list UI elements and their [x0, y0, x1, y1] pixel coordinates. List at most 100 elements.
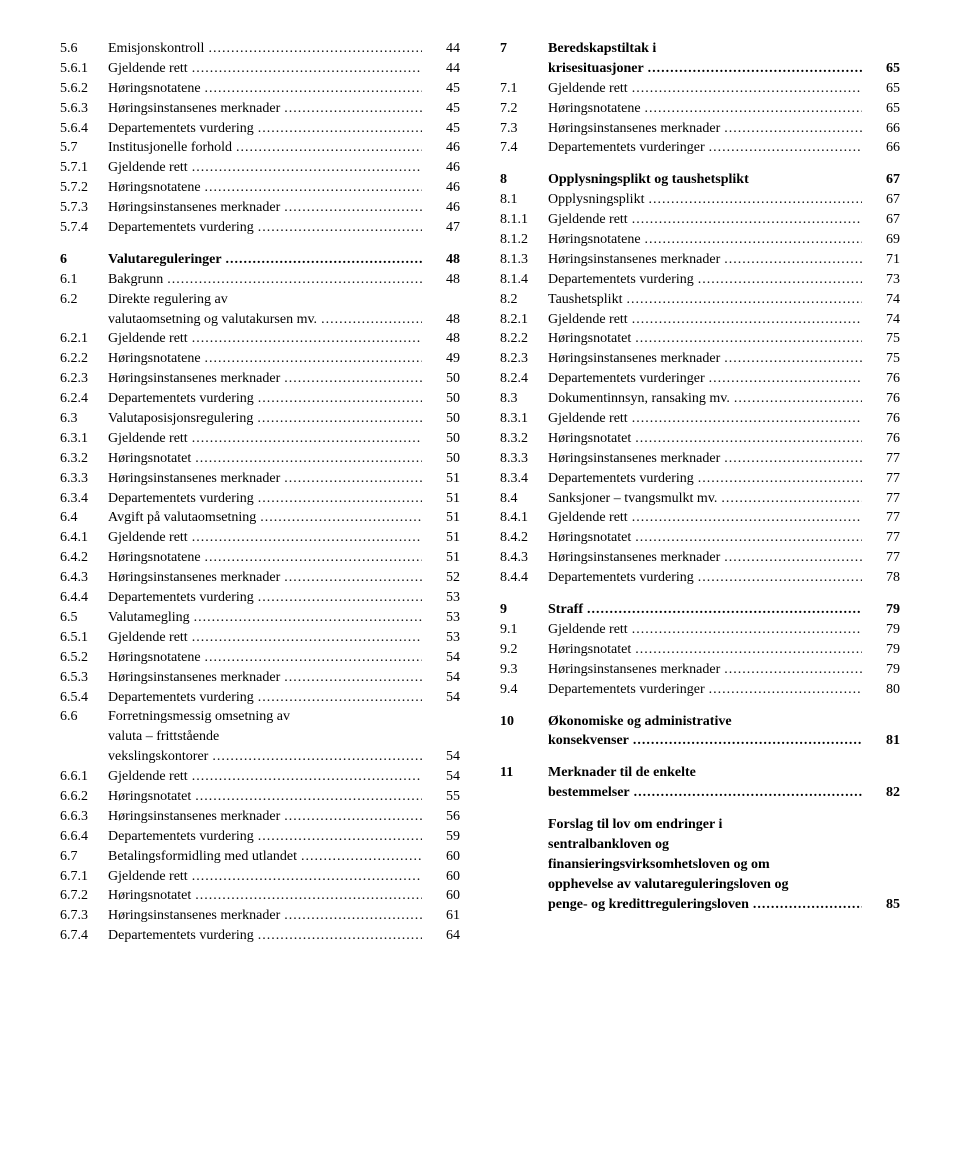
toc-number: 6.4.3 — [60, 569, 108, 588]
toc-number: 6.5.4 — [60, 689, 108, 708]
toc-label: Departementets vurdering — [108, 219, 422, 238]
toc-columns: 5.6Emisjonskontroll445.6.1Gjeldende rett… — [60, 40, 900, 947]
toc-label: Beredskapstiltak i — [548, 40, 862, 59]
toc-label: Betalingsformidling med utlandet — [108, 848, 422, 867]
toc-row: 5.7.1Gjeldende rett46 — [60, 159, 460, 178]
toc-row: 6.6Forretningsmessig omsetning av — [60, 708, 460, 727]
toc-page: 53 — [422, 629, 460, 648]
toc-row: 5.6.2Høringsnotatene45 — [60, 80, 460, 99]
toc-row: 5.7.2Høringsnotatene46 — [60, 179, 460, 198]
toc-number: 7.4 — [500, 139, 548, 158]
toc-page: 60 — [422, 848, 460, 867]
toc-number: 6.2.4 — [60, 390, 108, 409]
toc-page: 85 — [862, 896, 900, 915]
toc-row: 6.1Bakgrunn48 — [60, 271, 460, 290]
toc-number: 8 — [500, 171, 548, 190]
toc-number: 6.3.3 — [60, 470, 108, 489]
toc-number: 6.5.1 — [60, 629, 108, 648]
toc-row: 8.3Dokumentinnsyn, ransaking mv.76 — [500, 390, 900, 409]
toc-label: Gjeldende rett — [548, 80, 862, 99]
toc-number: 8.3.3 — [500, 450, 548, 469]
toc-label: Høringsinstansenes merknader — [108, 470, 422, 489]
toc-row: 8Opplysningsplikt og taushetsplikt67 — [500, 171, 900, 190]
toc-number: 11 — [500, 764, 548, 783]
toc-label: Høringsnotatene — [108, 350, 422, 369]
toc-page: 51 — [422, 529, 460, 548]
toc-row: valutaomsetning og valutakursen mv.48 — [60, 311, 460, 330]
toc-number: 5.6.4 — [60, 120, 108, 139]
toc-row: 6.5.3Høringsinstansenes merknader54 — [60, 669, 460, 688]
toc-number: 5.7 — [60, 139, 108, 158]
toc-number: 8.3.4 — [500, 470, 548, 489]
toc-number: 6 — [60, 251, 108, 270]
toc-number: 6.4.2 — [60, 549, 108, 568]
toc-row: 8.2.1Gjeldende rett74 — [500, 311, 900, 330]
toc-row: 6.4.4Departementets vurdering53 — [60, 589, 460, 608]
toc-label: Sanksjoner – tvangsmulkt mv. — [548, 490, 862, 509]
toc-page: 60 — [422, 868, 460, 887]
toc-page: 74 — [862, 291, 900, 310]
toc-row: 6.5.4Departementets vurdering54 — [60, 689, 460, 708]
toc-row: 6.7Betalingsformidling med utlandet60 — [60, 848, 460, 867]
toc-page: 77 — [862, 450, 900, 469]
toc-number: 7.2 — [500, 100, 548, 119]
toc-label: Merknader til de enkelte — [548, 764, 862, 783]
toc-number: 6.6 — [60, 708, 108, 727]
toc-label: Gjeldende rett — [548, 621, 862, 640]
toc-row: opphevelse av valutareguleringsloven og — [500, 876, 900, 895]
toc-number: 8.2.3 — [500, 350, 548, 369]
toc-label: Høringsinstansenes merknader — [108, 669, 422, 688]
toc-row: 7.3Høringsinstansenes merknader66 — [500, 120, 900, 139]
toc-row: Forslag til lov om endringer i — [500, 816, 900, 835]
toc-row: 6.2.1Gjeldende rett48 — [60, 330, 460, 349]
toc-number: 9.2 — [500, 641, 548, 660]
toc-page: 60 — [422, 887, 460, 906]
toc-number: 6.7.4 — [60, 927, 108, 946]
toc-number: 8.4.1 — [500, 509, 548, 528]
toc-number: 7 — [500, 40, 548, 59]
toc-row: 6.4.3Høringsinstansenes merknader52 — [60, 569, 460, 588]
toc-label: sentralbankloven og — [548, 836, 862, 855]
toc-row: 6.3.2Høringsnotatet50 — [60, 450, 460, 469]
toc-number: 6.4.4 — [60, 589, 108, 608]
toc-gap — [60, 239, 460, 251]
toc-page: 45 — [422, 100, 460, 119]
toc-row: 6.2Direkte regulering av — [60, 291, 460, 310]
toc-number: 6.2 — [60, 291, 108, 310]
toc-label: Høringsinstansenes merknader — [108, 569, 422, 588]
toc-row: 8.2.4Departementets vurderinger76 — [500, 370, 900, 389]
toc-row: 6.5.1Gjeldende rett53 — [60, 629, 460, 648]
toc-number: 6.7 — [60, 848, 108, 867]
toc-page: 67 — [862, 171, 900, 190]
toc-number: 6.4 — [60, 509, 108, 528]
toc-row: 6.5Valutamegling53 — [60, 609, 460, 628]
toc-row: 6.2.2Høringsnotatene49 — [60, 350, 460, 369]
toc-label: Emisjonskontroll — [108, 40, 422, 59]
toc-page: 75 — [862, 330, 900, 349]
toc-row: 9.4Departementets vurderinger80 — [500, 681, 900, 700]
toc-label: Departementets vurdering — [108, 689, 422, 708]
toc-page: 48 — [422, 271, 460, 290]
toc-row: 8.4.3Høringsinstansenes merknader77 — [500, 549, 900, 568]
toc-row: 6.7.3Høringsinstansenes merknader61 — [60, 907, 460, 926]
toc-number: 6.6.4 — [60, 828, 108, 847]
toc-label: Høringsnotatene — [108, 179, 422, 198]
toc-number: 5.7.3 — [60, 199, 108, 218]
toc-number: 6.7.2 — [60, 887, 108, 906]
toc-label: Høringsnotatet — [108, 788, 422, 807]
toc-row: 6.6.4Departementets vurdering59 — [60, 828, 460, 847]
toc-page: 54 — [422, 768, 460, 787]
toc-page: 53 — [422, 609, 460, 628]
toc-label: Opplysningsplikt — [548, 191, 862, 210]
toc-label: Avgift på valutaomsetning — [108, 509, 422, 528]
toc-number: 6.3.1 — [60, 430, 108, 449]
toc-row: 8.1Opplysningsplikt67 — [500, 191, 900, 210]
toc-number: 6.6.2 — [60, 788, 108, 807]
toc-number: 8.2.1 — [500, 311, 548, 330]
toc-row: 9.3Høringsinstansenes merknader79 — [500, 661, 900, 680]
toc-gap — [500, 159, 900, 171]
toc-row: 8.3.2Høringsnotatet76 — [500, 430, 900, 449]
toc-number: 10 — [500, 713, 548, 732]
toc-page: 74 — [862, 311, 900, 330]
toc-row: 8.1.4Departementets vurdering73 — [500, 271, 900, 290]
